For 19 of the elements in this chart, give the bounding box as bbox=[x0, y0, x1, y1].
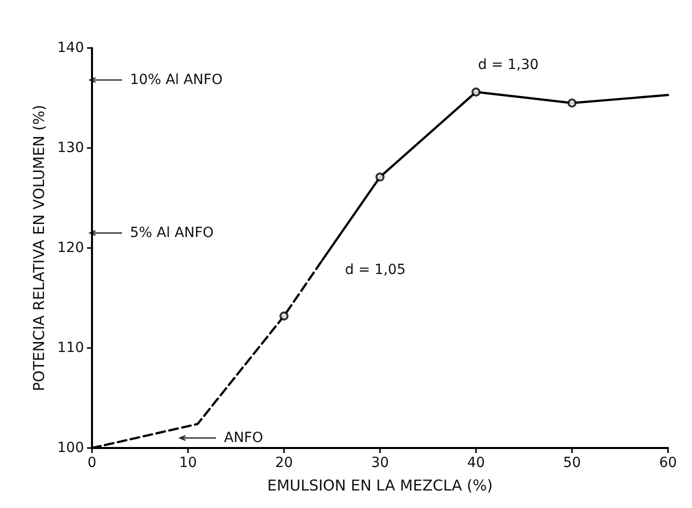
x-tick-label: 60 bbox=[659, 455, 677, 471]
annotation: 10% Al ANFO bbox=[130, 72, 223, 88]
y-tick-label: 110 bbox=[57, 340, 84, 356]
y-axis-title: POTENCIA RELATIVA EN VOLUMEN (%) bbox=[30, 104, 48, 392]
annotation: 5% Al ANFO bbox=[130, 225, 214, 241]
x-tick-label: 30 bbox=[371, 455, 389, 471]
x-tick-label: 50 bbox=[563, 455, 581, 471]
x-tick-label: 40 bbox=[467, 455, 485, 471]
y-tick-label: 140 bbox=[57, 40, 84, 56]
annotation: d = 1,05 bbox=[345, 262, 406, 278]
y-tick-label: 120 bbox=[57, 240, 84, 256]
x-axis-title: EMULSION EN LA MEZCLA (%) bbox=[267, 476, 493, 494]
x-tick-label: 0 bbox=[88, 455, 96, 471]
x-tick-label: 20 bbox=[275, 455, 293, 471]
x-tick-label: 10 bbox=[179, 455, 197, 471]
annotation: ANFO bbox=[224, 430, 264, 446]
y-tick-label: 100 bbox=[57, 440, 84, 456]
y-tick-label: 130 bbox=[57, 140, 84, 156]
annotation: d = 1,30 bbox=[478, 57, 539, 73]
